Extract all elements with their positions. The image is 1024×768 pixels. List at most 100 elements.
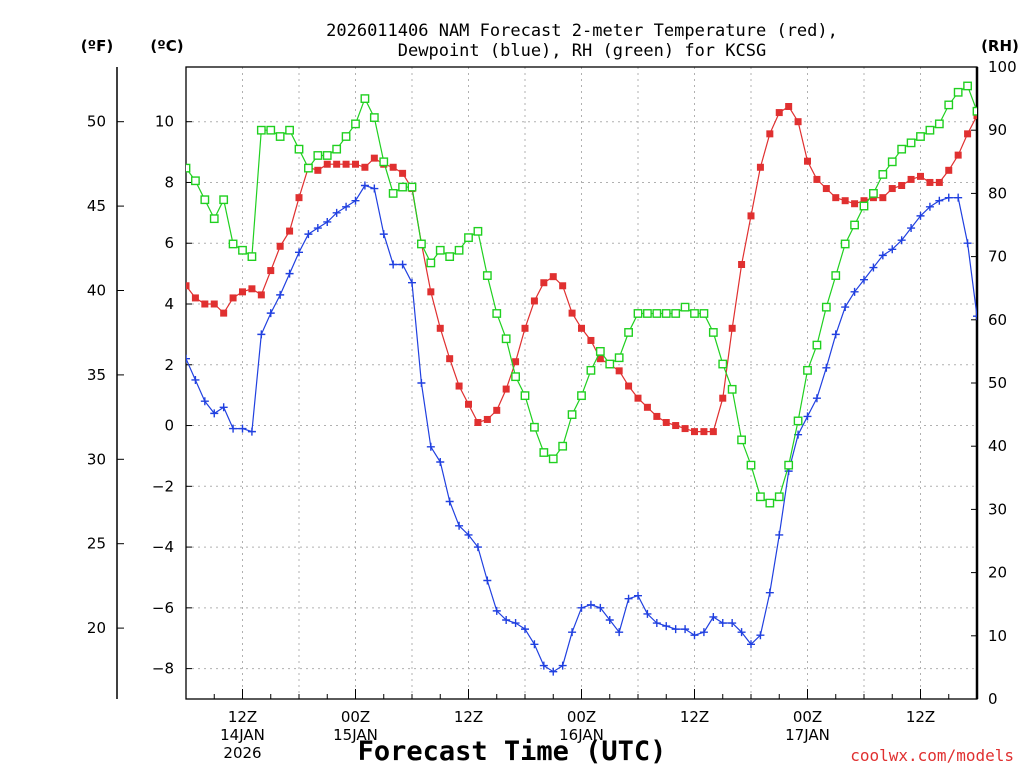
temperature-point bbox=[860, 197, 868, 205]
dewpoint-point bbox=[605, 616, 614, 624]
dewpoint-point bbox=[681, 625, 690, 634]
rh-point bbox=[737, 435, 746, 445]
x-tick-label: 14JAN bbox=[220, 726, 265, 744]
temperature-point bbox=[738, 261, 746, 268]
temperature-point bbox=[465, 400, 472, 408]
rh-point bbox=[558, 441, 568, 451]
rh-point bbox=[633, 309, 643, 318]
rh-tick-label: 40 bbox=[988, 437, 1007, 455]
dewpoint-point bbox=[652, 619, 661, 628]
rh-point bbox=[266, 125, 276, 135]
rh-point bbox=[812, 340, 822, 350]
rh-point bbox=[511, 372, 520, 382]
rh-point bbox=[624, 328, 633, 337]
rh-point bbox=[614, 353, 624, 363]
rh-point bbox=[897, 144, 907, 154]
dewpoint-point bbox=[455, 521, 464, 530]
celsius-tick-label: −8 bbox=[152, 660, 174, 678]
temperature-point bbox=[502, 385, 510, 393]
temperature-point bbox=[898, 182, 906, 189]
rh-point bbox=[878, 170, 888, 179]
celsius-unit-label: (ºC) bbox=[150, 37, 183, 55]
chart-title-line1: 2026011406 NAM Forecast 2-meter Temperat… bbox=[326, 21, 838, 41]
temperature-point bbox=[559, 282, 567, 290]
dewpoint-point bbox=[577, 603, 586, 612]
temperature-point bbox=[907, 175, 915, 183]
rh-point bbox=[501, 334, 511, 344]
temperature-point bbox=[888, 185, 896, 193]
temperature-point bbox=[389, 163, 397, 171]
rh-point bbox=[953, 87, 963, 97]
dewpoint-point bbox=[558, 661, 567, 670]
temperature-point bbox=[483, 415, 491, 423]
rh-tick-label: 10 bbox=[988, 627, 1007, 645]
rh-point bbox=[567, 410, 577, 419]
rh-point bbox=[530, 422, 539, 432]
rh-tick-label: 0 bbox=[988, 690, 998, 708]
dewpoint-point bbox=[869, 263, 878, 272]
rh-point bbox=[859, 201, 869, 211]
rh-point bbox=[351, 119, 360, 129]
rh-point bbox=[426, 258, 436, 268]
dewpoint-point bbox=[756, 631, 765, 640]
temperature-point bbox=[775, 109, 783, 117]
temperature-point bbox=[239, 288, 246, 296]
rh-point bbox=[191, 176, 200, 186]
dewpoint-series bbox=[186, 181, 977, 676]
dewpoint-point bbox=[747, 640, 755, 649]
dewpoint-point bbox=[596, 603, 605, 612]
dewpoint-point bbox=[765, 588, 774, 597]
dewpoint-point bbox=[360, 181, 369, 190]
dewpoint-point bbox=[238, 424, 247, 433]
temperature-point bbox=[342, 160, 350, 168]
temperature-point bbox=[220, 309, 228, 317]
rh-point bbox=[341, 132, 351, 141]
dewpoint-point bbox=[379, 230, 388, 239]
temperature-point bbox=[681, 425, 689, 433]
temperature-point bbox=[926, 178, 934, 186]
dewpoint-point bbox=[370, 184, 379, 193]
rh-point bbox=[520, 391, 530, 401]
temperature-point bbox=[832, 194, 840, 202]
dewpoint-point bbox=[200, 397, 209, 406]
x-tick-label: 12Z bbox=[680, 708, 709, 726]
fahrenheit-tick-label: 35 bbox=[87, 366, 106, 384]
rh-point bbox=[774, 492, 784, 502]
dewpoint-point bbox=[728, 619, 737, 628]
rh-point bbox=[417, 239, 426, 249]
celsius-tick-label: −4 bbox=[152, 538, 174, 556]
rh-point bbox=[595, 347, 605, 356]
rh-point bbox=[850, 220, 859, 230]
celsius-tick-label: 8 bbox=[164, 173, 174, 191]
rh-tick-label: 30 bbox=[988, 500, 1007, 518]
temperature-point bbox=[954, 151, 962, 159]
rh-point bbox=[643, 309, 652, 318]
celsius-tick-label: 4 bbox=[164, 295, 174, 313]
rh-point bbox=[916, 132, 925, 141]
temperature-point bbox=[851, 200, 859, 208]
dewpoint-point bbox=[803, 412, 812, 421]
temperature-point bbox=[257, 291, 265, 299]
dewpoint-point bbox=[502, 616, 511, 624]
rh-tick-label: 70 bbox=[988, 248, 1007, 266]
temperature-point bbox=[691, 428, 698, 436]
dewpoint-point bbox=[229, 424, 238, 433]
rh-point bbox=[322, 151, 332, 160]
temperature-point bbox=[813, 175, 821, 183]
x-tick-label: 15JAN bbox=[333, 726, 378, 744]
rh-point bbox=[256, 125, 266, 135]
temperature-point bbox=[719, 394, 727, 402]
fahrenheit-tick-label: 20 bbox=[87, 619, 106, 637]
temperature-point bbox=[785, 103, 793, 110]
fahrenheit-tick-label: 50 bbox=[87, 113, 106, 131]
dewpoint-point bbox=[586, 600, 595, 609]
temperature-point bbox=[709, 428, 717, 436]
rh-tick-label: 90 bbox=[988, 121, 1007, 139]
rh-point bbox=[756, 492, 765, 502]
rh-point bbox=[925, 125, 935, 135]
temperature-point bbox=[747, 212, 755, 220]
x-tick-label: 12Z bbox=[454, 708, 483, 726]
temperature-point bbox=[399, 169, 407, 177]
dewpoint-point bbox=[944, 193, 953, 202]
dewpoint-point bbox=[247, 427, 256, 436]
